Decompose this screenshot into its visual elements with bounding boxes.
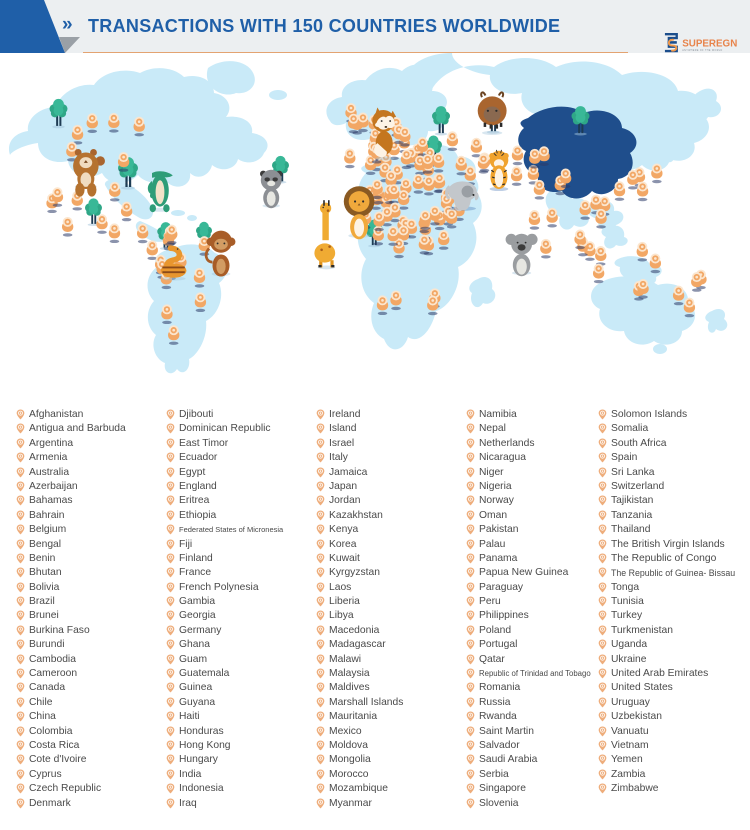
svg-text:ANYWHERE OF THE WORLD: ANYWHERE OF THE WORLD [682,49,722,52]
svg-text:SUPEREGN: SUPEREGN [682,38,737,49]
